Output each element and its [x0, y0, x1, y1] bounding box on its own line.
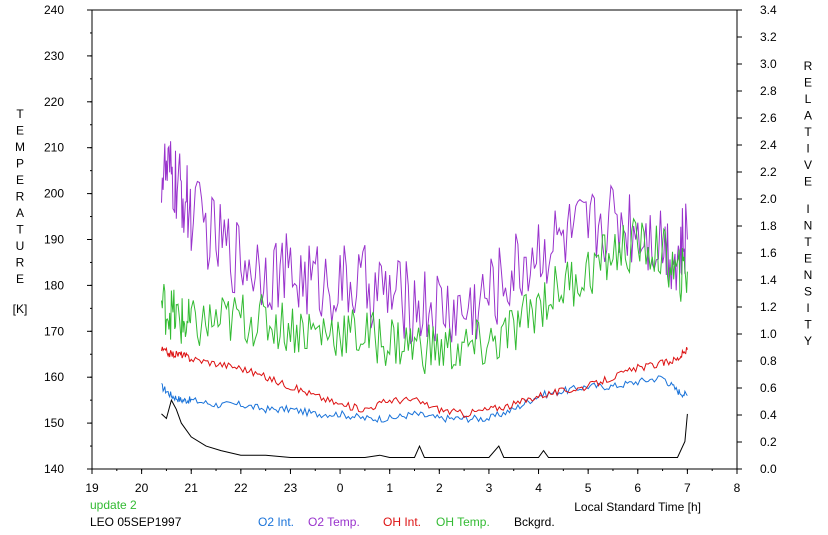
legend-entry: Bckgrd. — [514, 515, 555, 529]
legend-entry: OH Int. — [383, 515, 422, 529]
series-line-o2-int — [161, 375, 688, 424]
legend-entry: O2 Temp. — [308, 515, 360, 529]
left-axis-letter: E — [16, 272, 24, 286]
left-tick-label: 230 — [44, 49, 64, 63]
left-axis-letter: R — [16, 256, 25, 270]
right-axis-letter: T — [804, 235, 812, 249]
right-axis-letter: V — [804, 158, 812, 172]
left-tick-label: 210 — [44, 141, 64, 155]
right-axis-letter: S — [804, 285, 812, 299]
right-axis-letter: E — [804, 175, 812, 189]
right-tick-label: 0.4 — [760, 408, 777, 422]
update-label: update 2 — [90, 498, 137, 512]
series-line-o2-temp — [161, 141, 688, 345]
left-tick-label: 220 — [44, 95, 64, 109]
left-tick-label: 240 — [44, 3, 64, 17]
left-axis-letter: T — [16, 223, 24, 237]
legend-entry: OH Temp. — [436, 515, 490, 529]
series-line-bckgrd — [161, 398, 688, 458]
x-tick-label: 21 — [185, 481, 199, 495]
left-tick-label: 140 — [44, 462, 64, 476]
right-axis-letter: T — [804, 318, 812, 332]
left-axis-letter: T — [16, 107, 24, 121]
right-axis-letter: E — [804, 252, 812, 266]
left-axis-letter: R — [16, 190, 25, 204]
right-tick-label: 1.2 — [760, 300, 777, 314]
right-axis-letter: N — [804, 219, 813, 233]
left-tick-label: 160 — [44, 370, 64, 384]
x-tick-label: 2 — [436, 481, 443, 495]
right-tick-label: 2.8 — [760, 84, 777, 98]
left-axis-letter: E — [16, 173, 24, 187]
right-axis-letter: L — [805, 92, 812, 106]
right-axis-letter: I — [806, 301, 809, 315]
legend-entry: O2 Int. — [258, 515, 295, 529]
left-tick-label: 150 — [44, 416, 64, 430]
x-tick-label: 22 — [234, 481, 248, 495]
right-tick-label: 1.0 — [760, 327, 777, 341]
x-axis-label: Local Standard Time [h] — [574, 500, 701, 514]
series-line-oh-temp — [161, 217, 688, 375]
left-axis-letter: M — [15, 140, 25, 154]
right-tick-label: 0.2 — [760, 435, 777, 449]
right-axis-letter: T — [804, 125, 812, 139]
left-axis-letter: P — [16, 157, 24, 171]
x-tick-label: 0 — [337, 481, 344, 495]
right-tick-label: 0.0 — [760, 462, 777, 476]
left-axis-unit: [K] — [13, 302, 28, 316]
x-tick-label: 6 — [634, 481, 641, 495]
x-tick-label: 23 — [284, 481, 298, 495]
left-tick-label: 170 — [44, 324, 64, 338]
right-axis-letter: N — [804, 268, 813, 282]
left-axis-letter: A — [16, 206, 24, 220]
right-tick-label: 0.6 — [760, 381, 777, 395]
x-tick-label: 7 — [684, 481, 691, 495]
left-tick-label: 200 — [44, 187, 64, 201]
right-tick-label: 1.6 — [760, 246, 777, 260]
right-tick-label: 2.0 — [760, 192, 777, 206]
right-tick-label: 2.4 — [760, 138, 777, 152]
right-axis-letter: I — [806, 142, 809, 156]
x-tick-label: 3 — [486, 481, 493, 495]
right-axis-letter: I — [806, 202, 809, 216]
right-tick-label: 0.8 — [760, 354, 777, 368]
left-tick-label: 180 — [44, 278, 64, 292]
right-axis-letter: A — [804, 109, 812, 123]
right-tick-label: 2.6 — [760, 111, 777, 125]
x-tick-label: 20 — [135, 481, 149, 495]
left-tick-label: 190 — [44, 233, 64, 247]
x-tick-label: 4 — [535, 481, 542, 495]
right-tick-label: 3.4 — [760, 3, 777, 17]
right-axis-letter: R — [804, 59, 813, 73]
x-tick-label: 5 — [585, 481, 592, 495]
station-label: LEO 05SEP1997 — [90, 515, 182, 529]
right-tick-label: 3.2 — [760, 30, 777, 44]
right-axis-letter: Y — [804, 334, 812, 348]
right-tick-label: 2.2 — [760, 165, 777, 179]
right-tick-label: 1.8 — [760, 219, 777, 233]
x-tick-label: 19 — [85, 481, 99, 495]
right-axis-letter: E — [804, 76, 812, 90]
left-axis-letter: E — [16, 124, 24, 138]
x-tick-label: 8 — [734, 481, 741, 495]
right-tick-label: 1.4 — [760, 273, 777, 287]
x-tick-label: 1 — [386, 481, 393, 495]
left-axis-letter: U — [16, 239, 25, 253]
series-line-oh-int — [161, 346, 688, 419]
right-tick-label: 3.0 — [760, 57, 777, 71]
